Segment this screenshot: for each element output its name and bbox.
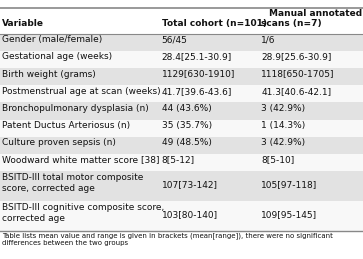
Text: Culture proven sepsis (n): Culture proven sepsis (n) bbox=[2, 138, 116, 147]
Text: Bronchopulmonary dysplasia (n): Bronchopulmonary dysplasia (n) bbox=[2, 104, 148, 113]
Text: Birth weight (grams): Birth weight (grams) bbox=[2, 70, 95, 78]
Text: 3 (42.9%): 3 (42.9%) bbox=[261, 104, 306, 113]
Text: Woodward white matter score [38]: Woodward white matter score [38] bbox=[2, 155, 159, 164]
Bar bbox=[0, 51, 363, 68]
Text: 1/6: 1/6 bbox=[261, 35, 276, 44]
Bar bbox=[0, 34, 363, 51]
Text: 35 (35.7%): 35 (35.7%) bbox=[162, 121, 212, 130]
Text: 1129[630-1910]: 1129[630-1910] bbox=[162, 70, 235, 78]
Text: 28.9[25.6-30.9]: 28.9[25.6-30.9] bbox=[261, 53, 332, 61]
Text: Table lists mean value and range is given in brackets (mean[range]), there were : Table lists mean value and range is give… bbox=[2, 233, 333, 246]
Text: 44 (43.6%): 44 (43.6%) bbox=[162, 104, 211, 113]
Text: 109[95-145]: 109[95-145] bbox=[261, 210, 318, 219]
Text: scans (n=7): scans (n=7) bbox=[261, 19, 322, 28]
Text: Postmenstrual age at scan (weeks): Postmenstrual age at scan (weeks) bbox=[2, 87, 160, 96]
Text: 41.3[40.6-42.1]: 41.3[40.6-42.1] bbox=[261, 87, 331, 96]
Text: Variable: Variable bbox=[2, 19, 44, 28]
Bar bbox=[0, 103, 363, 120]
Bar bbox=[0, 85, 363, 103]
Text: Gender (male/female): Gender (male/female) bbox=[2, 35, 102, 44]
Text: 28.4[25.1-30.9]: 28.4[25.1-30.9] bbox=[162, 53, 232, 61]
Text: 1118[650-1705]: 1118[650-1705] bbox=[261, 70, 335, 78]
Text: 8[5-10]: 8[5-10] bbox=[261, 155, 295, 164]
Text: 107[73-142]: 107[73-142] bbox=[162, 180, 217, 189]
Text: Manual annotated: Manual annotated bbox=[269, 9, 362, 18]
Text: 41.7[39.6-43.6]: 41.7[39.6-43.6] bbox=[162, 87, 232, 96]
Text: Patent Ductus Arteriosus (n): Patent Ductus Arteriosus (n) bbox=[2, 121, 130, 130]
Bar bbox=[0, 120, 363, 137]
Bar bbox=[0, 201, 363, 231]
Bar bbox=[0, 68, 363, 85]
Text: 3 (42.9%): 3 (42.9%) bbox=[261, 138, 306, 147]
Text: BSITD-III cognitive composite score,
corrected age: BSITD-III cognitive composite score, cor… bbox=[2, 203, 164, 223]
Bar bbox=[0, 137, 363, 154]
Text: 8[5-12]: 8[5-12] bbox=[162, 155, 195, 164]
Text: 56/45: 56/45 bbox=[162, 35, 187, 44]
Text: 105[97-118]: 105[97-118] bbox=[261, 180, 318, 189]
Text: 103[80-140]: 103[80-140] bbox=[162, 210, 218, 219]
Text: Total cohort (n=101): Total cohort (n=101) bbox=[162, 19, 266, 28]
Bar bbox=[0, 154, 363, 171]
Text: BSITD-III total motor composite
score, corrected age: BSITD-III total motor composite score, c… bbox=[2, 173, 143, 193]
Text: Gestational age (weeks): Gestational age (weeks) bbox=[2, 53, 112, 61]
Text: 1 (14.3%): 1 (14.3%) bbox=[261, 121, 306, 130]
Bar bbox=[0, 171, 363, 201]
Text: 49 (48.5%): 49 (48.5%) bbox=[162, 138, 211, 147]
